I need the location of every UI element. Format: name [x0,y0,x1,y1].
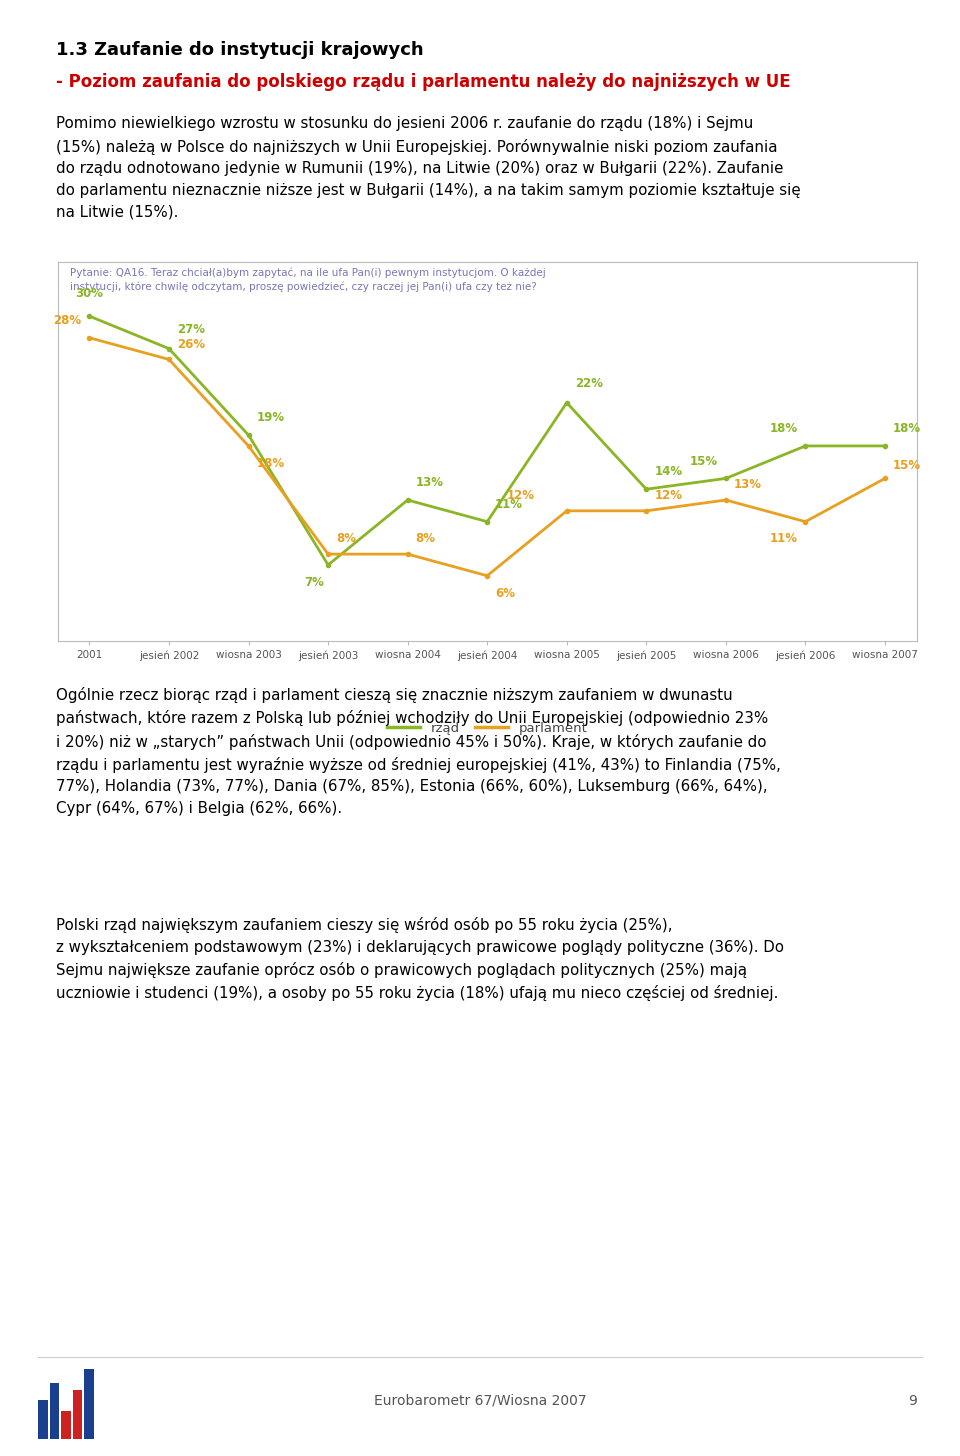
Bar [38,1401,48,1439]
Text: 8%: 8% [336,533,356,546]
Text: 14%: 14% [655,466,683,479]
Text: 28%: 28% [54,314,82,328]
Text: 12%: 12% [655,489,683,502]
Text: 19%: 19% [256,411,284,424]
Text: 7%: 7% [304,575,324,588]
Text: 13%: 13% [733,479,762,491]
Text: Pytanie: QA16. Teraz chciał(a)bym zapytać, na ile ufa Pan(i) pewnym instytucjom.: Pytanie: QA16. Teraz chciał(a)bym zapyta… [70,268,546,291]
Bar [84,1369,94,1439]
Text: 15%: 15% [690,454,718,467]
Text: 18%: 18% [256,457,284,470]
Bar [73,1389,83,1439]
Text: 12%: 12% [507,489,535,502]
Bar [50,1383,60,1439]
Text: 26%: 26% [177,338,205,351]
Legend: rząd, parlament: rząd, parlament [381,716,593,740]
Text: 11%: 11% [495,498,523,511]
Text: Pomimo niewielkiego wzrostu w stosunku do jesieni 2006 r. zaufanie do rządu (18%: Pomimo niewielkiego wzrostu w stosunku d… [56,116,801,220]
Text: 30%: 30% [76,287,104,300]
Text: 8%: 8% [416,533,436,546]
Text: 18%: 18% [769,422,798,435]
Text: 9: 9 [908,1393,917,1408]
Bar [61,1411,71,1439]
Text: 15%: 15% [893,459,921,472]
Text: 1.3 Zaufanie do instytucji krajowych: 1.3 Zaufanie do instytucji krajowych [56,41,423,58]
Text: Ogólnie rzecz biorąc rząd i parlament cieszą się znacznie niższym zaufaniem w dw: Ogólnie rzecz biorąc rząd i parlament ci… [56,687,780,815]
Text: 22%: 22% [575,377,603,390]
Text: 18%: 18% [893,422,921,435]
Text: 6%: 6% [495,587,516,600]
Text: 13%: 13% [416,476,444,489]
Text: Eurobarometr 67/Wiosna 2007: Eurobarometr 67/Wiosna 2007 [373,1393,587,1408]
Text: - Poziom zaufania do polskiego rządu i parlamentu należy do najniższych w UE: - Poziom zaufania do polskiego rządu i p… [56,73,790,90]
Text: 27%: 27% [177,323,204,336]
Text: 11%: 11% [770,533,798,546]
Text: Polski rząd największym zaufaniem cieszy się wśród osób po 55 roku życia (25%),
: Polski rząd największym zaufaniem cieszy… [56,917,783,1002]
